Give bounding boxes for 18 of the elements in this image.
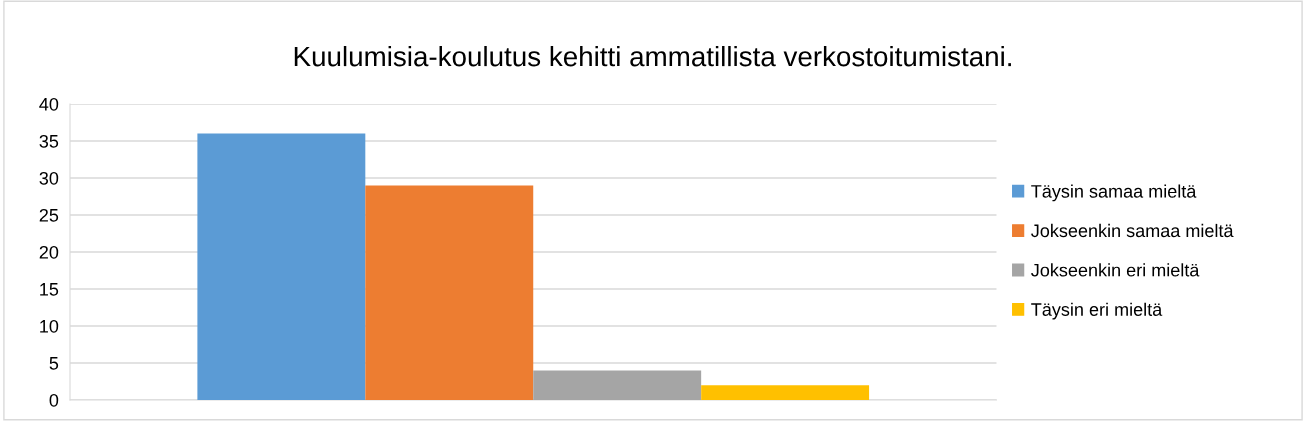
y-tick-label: 30 (39, 171, 59, 185)
y-tick-label: 0 (49, 393, 59, 407)
bar (365, 185, 534, 400)
y-tick-label: 15 (40, 283, 59, 296)
legend-label: Jokseenkin samaa mieltä (1031, 223, 1234, 238)
bar (701, 385, 870, 400)
y-tick-label: 40 (39, 97, 59, 111)
y-tick-label: 35 (39, 134, 59, 148)
y-tick-label: 25 (39, 208, 59, 222)
y-tick-label: 5 (49, 357, 59, 370)
chart-title: Kuulumisia-koulutus kehitti ammatillista verkostoitumistani. (294, 45, 1011, 67)
legend-label: Täysin samaa mieltä (1031, 184, 1197, 202)
legend-label: Jokseenkin eri mieltä (1031, 263, 1200, 277)
legend-label: Täysin eri mieltä (1031, 302, 1163, 320)
bar (197, 133, 366, 400)
bar (533, 370, 702, 400)
y-tick-label: 20 (39, 245, 59, 259)
y-tick-label: 10 (40, 319, 59, 333)
